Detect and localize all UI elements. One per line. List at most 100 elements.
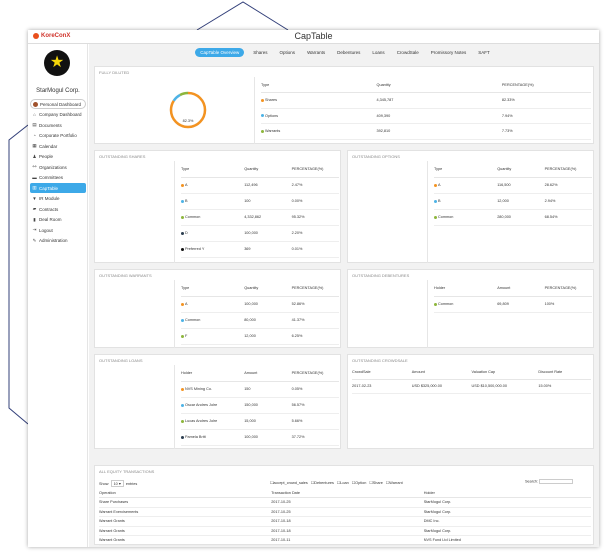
cell-value: StarMogul Corp. [423, 509, 452, 514]
sidebar-item-deal-room[interactable]: ▮ Deal Room [30, 215, 86, 225]
sidebar-item-captable[interactable]: ▥ CapTable [30, 183, 86, 193]
cell-value: 2017-10-25 [271, 509, 291, 514]
fully-diluted-donut: 82.3% [169, 91, 207, 129]
outstanding-crowdsale-panel: OUTSTANDING CROWDSALE CrowdSale Amount Val… [347, 354, 594, 449]
tab-loans[interactable]: Loans [372, 49, 385, 55]
checkbox-icon: ☐ [310, 481, 315, 485]
sidebar-item-contracts[interactable]: ▰ Contracts [30, 204, 86, 214]
column-header: Amount [244, 365, 292, 382]
tab-debentures[interactable]: Debentures [337, 49, 361, 55]
cell-value: Oscar Andres Jolre [185, 403, 218, 407]
table-cell: 2017-10-18 [271, 526, 424, 536]
sidebar-item-ir-module[interactable]: ▼ IR Module [30, 194, 86, 204]
column-header: PERCENTAGE(%) [291, 280, 339, 297]
table-cell: D [181, 225, 245, 242]
company-avatar[interactable]: ★ [44, 50, 70, 76]
table-cell: Warrant Grants [99, 535, 272, 546]
cell-value: 7.73% [501, 129, 513, 134]
sidebar-item-corporate-portfolio[interactable]: ◔ Corporate Portfolio [30, 131, 86, 141]
cell-value: 2017-02-23 [352, 384, 372, 388]
filter-warrant[interactable]: ☐Warrant [386, 481, 403, 485]
sidebar-item-organizations[interactable]: ⚯ Organizations [30, 162, 86, 172]
sidebar-item-logout[interactable]: ⇥ Logout [30, 225, 86, 235]
table-cell: 95.32% [291, 209, 339, 226]
organizations-icon: ⚯ [32, 164, 37, 169]
column-header: PERCENTAGE(%) [501, 77, 591, 93]
table-row: Oscar Andres Jolre 150,000 56.57% [181, 397, 339, 414]
fully-diluted-chart: 82.3% [95, 77, 255, 144]
sidebar-item-documents[interactable]: ▤ Documents [30, 120, 86, 130]
cell-value: Lucas Andres Jolre [185, 419, 218, 423]
table-cell: A [181, 177, 245, 194]
table-header-row: Type Quantity PERCENTAGE(%) [434, 161, 592, 178]
sidebar-item-personal-dashboard[interactable]: Personal Dashboard [30, 99, 86, 109]
table-row: B 100 0.00% [181, 193, 339, 210]
column-header: Holder [434, 280, 498, 297]
cell-value: 100 [244, 199, 251, 203]
tab-warrants[interactable]: Warrants [307, 49, 326, 55]
table-cell: 2.20% [291, 225, 339, 242]
entries-select[interactable]: 10 ▾ [110, 480, 124, 487]
sidebar-item-company-dashboard[interactable]: ⌂ Company Dashboard [30, 110, 86, 120]
cell-value: Shares [265, 98, 278, 103]
brand-logo[interactable]: KoreConX [33, 33, 70, 39]
table-row: A 116,500 28.62% [434, 177, 592, 194]
sidebar-item-calendar[interactable]: ▦ Calendar [30, 141, 86, 151]
table-cell: 6.25% [291, 328, 339, 345]
column-header: Amount [497, 280, 545, 297]
table-row: Shares 4,345,787 82.33% [261, 92, 591, 109]
table-row: Common 280,000 68.54% [434, 209, 592, 226]
logo-icon [33, 33, 39, 39]
column-header: Type [434, 161, 498, 178]
tab-shares[interactable]: Shares [253, 49, 268, 55]
column-header: Quantity [376, 77, 502, 93]
table-cell: 100% [544, 296, 592, 313]
table-cell: 28.62% [544, 177, 592, 194]
fully-diluted-table: Type Quantity PERCENTAGE(%) Shares 4,345,787… [261, 77, 591, 140]
tab-promissory-notes[interactable]: Promissory Notes [430, 49, 467, 55]
table-row: Common 4,332,862 95.32% [181, 209, 339, 226]
calendar-icon: ▦ [32, 143, 37, 148]
legend-dot [261, 129, 264, 133]
tab-crowdsale[interactable]: CrowdSale [396, 49, 419, 55]
search-input[interactable] [539, 479, 574, 484]
filter-option[interactable]: ☐Option [352, 481, 367, 485]
company-name: StarMogul Corp. [36, 88, 80, 94]
table-cell: DMC Inc. [423, 516, 591, 527]
sidebar-item-committees[interactable]: ▬ Committees [30, 173, 86, 183]
table-cell: Pamela Britt [181, 429, 245, 446]
table-row: 2017-02-23 USD $325,000.00 USD $10,500,000… [352, 379, 591, 394]
column-header: Holder [181, 365, 245, 382]
table-cell: 37.72% [291, 429, 339, 446]
cell-value: Warrant Grants [99, 538, 125, 543]
column-header: PERCENTAGE(%) [291, 161, 339, 178]
table-cell: 100,000 [244, 225, 292, 242]
filter-debentures[interactable]: ☐Debentures [311, 481, 334, 485]
table-row: Warrant Grants 2017-10-18 StarMogul Corp. [99, 526, 591, 536]
cell-value: USD $10,500,000.00 [471, 384, 507, 388]
tab-saft[interactable]: SAFT [478, 49, 490, 55]
filter-accept-crowd-sales[interactable]: ☐accept_crowd_sales [270, 481, 308, 485]
cell-value: 100,000 [244, 435, 258, 439]
sidebar-item-label: Administration [39, 238, 68, 243]
outstanding-warrants-panel: OUTSTANDING WARRANTS Type Quantity PERCENT… [94, 269, 341, 348]
cell-value: A [185, 302, 188, 306]
tab-options[interactable]: Options [279, 49, 296, 55]
sidebar-item-administration[interactable]: ✎ Administration [30, 236, 86, 246]
tab-captable-overview[interactable]: CapTable Overview [195, 47, 245, 57]
sidebar-item-people[interactable]: ♟ People [30, 152, 86, 162]
filter-label: Debentures [314, 481, 334, 485]
table-cell: StarMogul Corp. [423, 526, 591, 536]
filter-loan[interactable]: ☐Loan [337, 481, 349, 485]
filter-share[interactable]: ☐Share [369, 481, 383, 485]
filter-label: Loan [340, 481, 349, 485]
cell-value: Common [185, 215, 201, 219]
logo-text: KoreConX [41, 33, 71, 39]
legend-dot [181, 387, 184, 391]
cell-value: NVS Mining Co. [185, 387, 213, 391]
cell-value: 5.66% [291, 419, 303, 423]
legend-dot [181, 435, 184, 439]
sidebar-item-label: IR Module [39, 196, 60, 201]
outstanding-loans-table: Holder Amount PERCENTAGE(%) NVS Mining Co. 1… [181, 365, 339, 446]
cell-value: 280,000 [497, 215, 511, 219]
